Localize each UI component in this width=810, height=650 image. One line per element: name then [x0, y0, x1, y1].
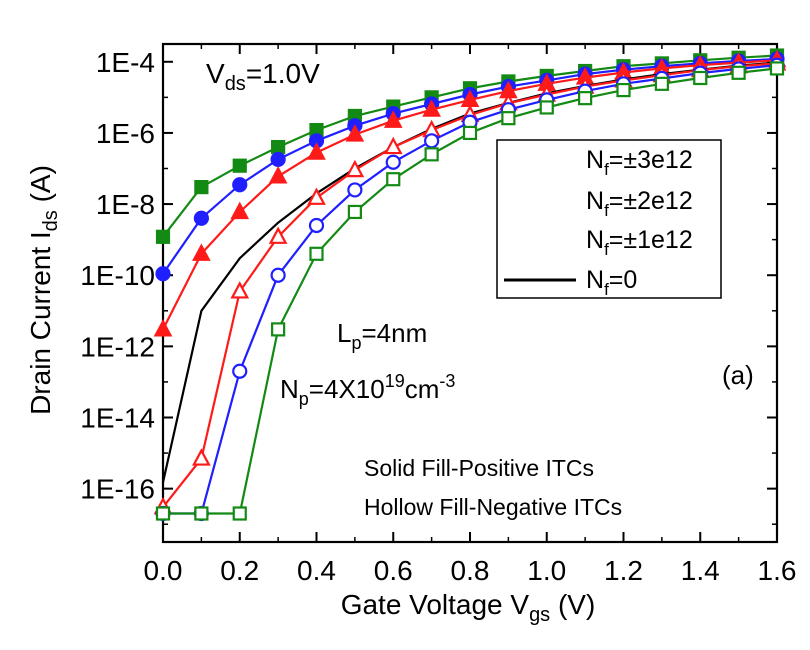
x-tick-label: 0.6: [374, 555, 413, 586]
data-point-n3: [271, 322, 286, 337]
note-positive: Solid Fill-Positive ITCs: [364, 455, 594, 481]
vds-annotation: Vds=1.0V: [206, 58, 320, 95]
legend-label-1: Nf=±3e12: [586, 146, 693, 179]
y-tick-label: 1E-14: [80, 403, 155, 434]
data-point-n2: [308, 217, 325, 234]
data-point-n1: [345, 159, 365, 178]
data-point-n1: [230, 281, 250, 299]
y-tick-label: 1E-6: [96, 118, 155, 149]
data-point-n3: [616, 82, 631, 98]
data-point-n3: [155, 506, 171, 521]
x-tick-label: 0.0: [144, 555, 183, 586]
plot-axes: 0.0 0.2 0.4 0.6 0.8 1.0 1.2 1.4 1.6 1E-16 1E-14 1E-…: [80, 42, 797, 586]
data-point-p3: [194, 179, 209, 195]
data-point-p1: [268, 166, 288, 184]
data-point-n3: [769, 61, 785, 76]
y-tick-label: 1E-4: [96, 47, 155, 78]
x-tick-label: 0.4: [297, 555, 336, 586]
data-point-n3: [578, 91, 593, 106]
x-tick-label: 0.8: [451, 555, 490, 586]
panel-label: (a): [722, 360, 754, 390]
y-tick-label: 1E-10: [80, 260, 155, 291]
series-layer: [153, 48, 787, 522]
data-point-p1: [192, 243, 211, 261]
data-point-n3: [539, 100, 554, 115]
x-tick-label: 1.0: [527, 555, 566, 586]
data-point-n3: [347, 204, 362, 220]
data-point-p2: [270, 151, 286, 168]
data-point-n3: [194, 506, 209, 521]
data-point-p1: [230, 201, 250, 220]
data-point-p1: [153, 319, 173, 337]
series-n3: [155, 61, 785, 521]
legend-label-2: Nf=±2e12: [586, 187, 693, 220]
data-point-n3: [693, 70, 708, 86]
x-axis-label: Gate Voltage Vgs (V): [341, 589, 596, 626]
data-point-p1: [307, 142, 326, 160]
np-annotation: Np=4X1019cm-3: [280, 371, 455, 409]
data-point-n3: [386, 172, 401, 187]
x-tick-label: 0.2: [220, 555, 259, 586]
data-point-p2: [155, 266, 171, 282]
legend-box: [496, 139, 722, 299]
data-point-n2: [232, 363, 248, 379]
data-point-n1: [383, 136, 403, 155]
data-point-n2: [347, 182, 363, 198]
data-point-n1: [192, 448, 211, 466]
lp-annotation: Lp=4nm: [337, 318, 427, 353]
x-tick-label: 1.4: [681, 555, 720, 586]
y-tick-label: 1E-8: [96, 189, 155, 220]
y-axis-label: Drain Current Ids (A): [25, 165, 62, 415]
data-point-n2: [270, 267, 286, 283]
data-point-p1: [345, 124, 365, 142]
y-tick-label: 1E-12: [80, 331, 155, 362]
data-point-p3: [271, 139, 286, 155]
legend-label-4: Nf=0: [586, 266, 637, 299]
data-point-n3: [462, 125, 478, 141]
legend: Nf=±3e12 Nf=±2e12 Nf=±1e12 Nf=0: [496, 139, 722, 299]
data-point-n1: [268, 226, 288, 244]
data-point-n1: [307, 187, 326, 205]
data-point-p3: [155, 229, 171, 244]
data-point-p3: [232, 158, 247, 173]
data-point-p1: [383, 110, 403, 128]
data-point-p2: [193, 210, 209, 226]
x-tick-label: 1.2: [604, 555, 643, 586]
data-point-n3: [731, 65, 746, 80]
data-point-n3: [654, 76, 669, 91]
data-point-n3: [309, 246, 324, 261]
data-point-n3: [424, 147, 439, 162]
data-point-n2: [424, 133, 440, 149]
y-tick-label: 1E-16: [80, 474, 155, 505]
data-point-p2: [232, 177, 248, 193]
data-point-p1: [422, 99, 441, 117]
data-point-n3: [232, 506, 247, 521]
note-negative: Hollow Fill-Negative ITCs: [364, 494, 622, 520]
data-point-n2: [385, 154, 401, 170]
data-point-n3: [501, 111, 516, 126]
legend-label-3: Nf=±1e12: [586, 226, 693, 259]
x-tick-label: 1.6: [758, 555, 797, 586]
